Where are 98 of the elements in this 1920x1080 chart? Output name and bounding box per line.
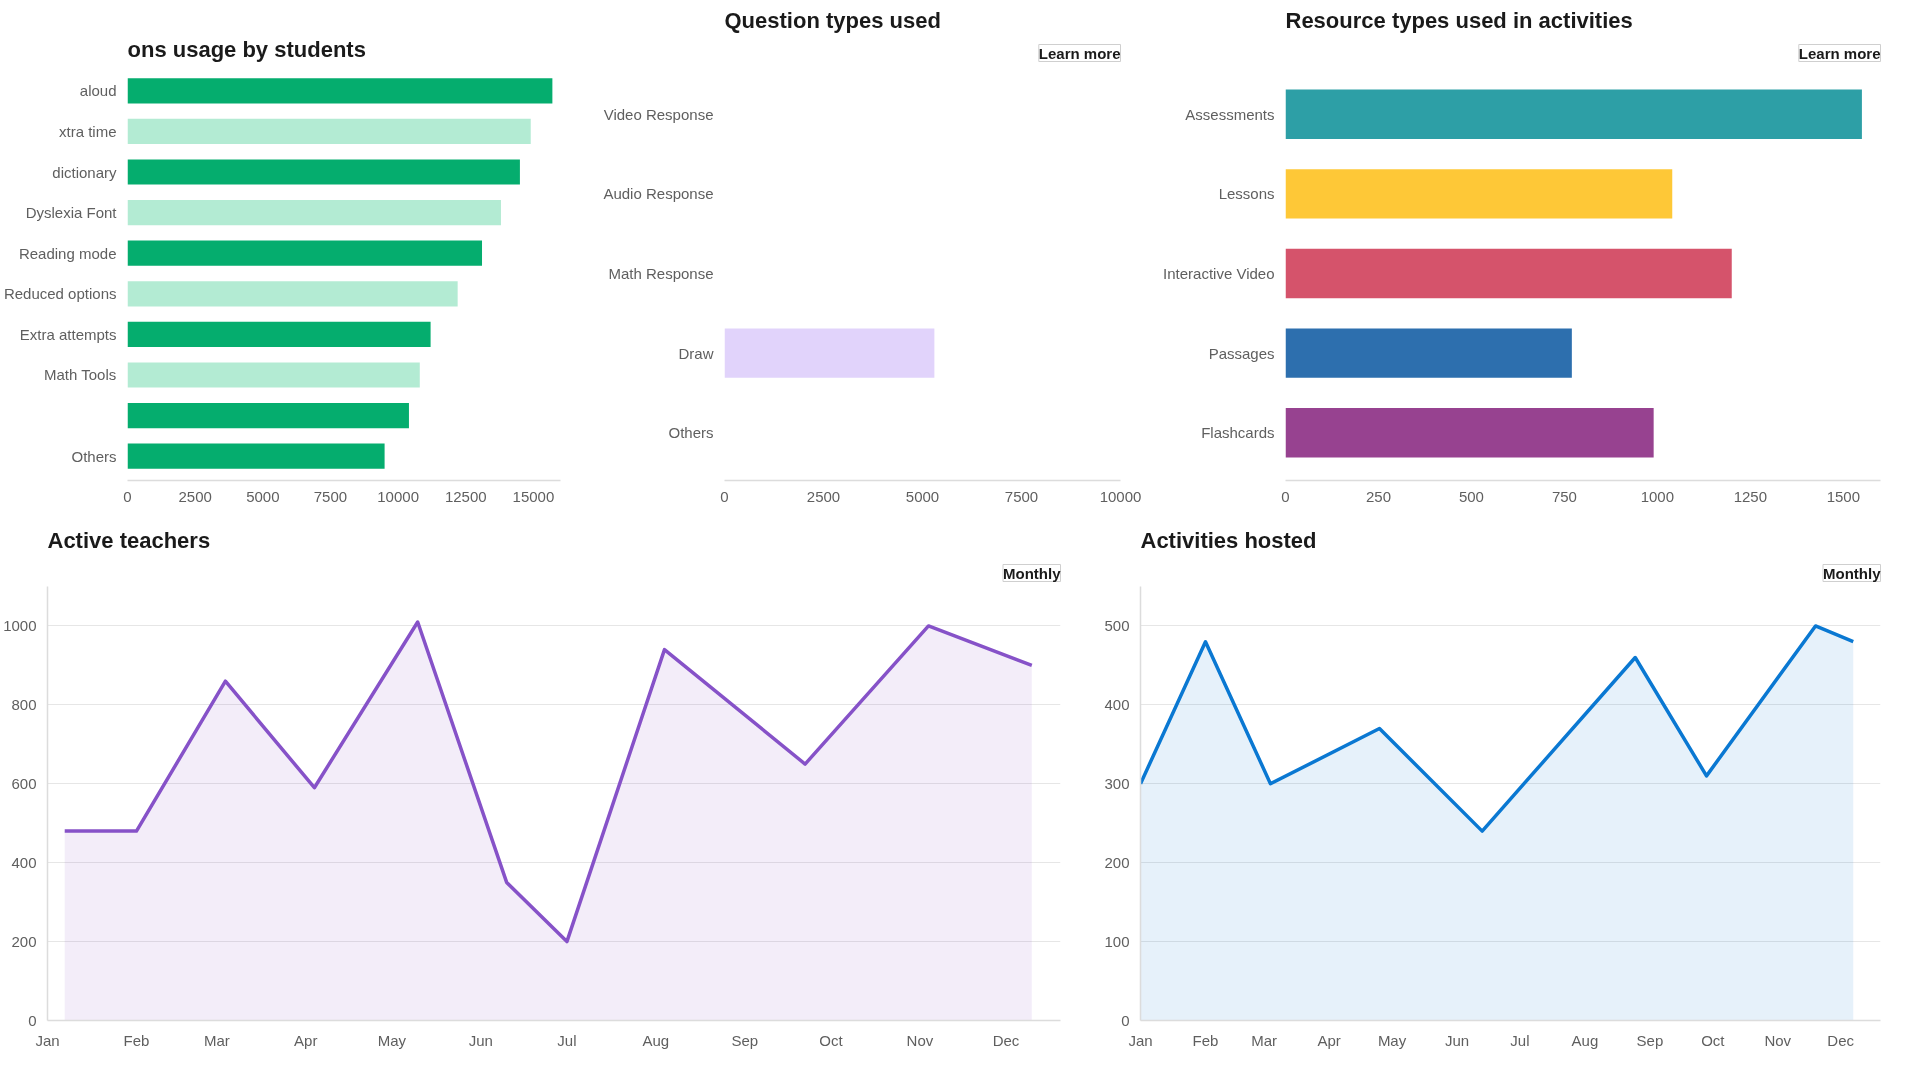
bar xyxy=(127,321,431,347)
x-tick-label: 10000 xyxy=(377,487,419,505)
x-tick-label: Apr xyxy=(1317,1031,1341,1049)
x-tick-label: Aug xyxy=(1571,1031,1599,1049)
x-tick-label: 5000 xyxy=(905,487,940,505)
x-tick-label: 5000 xyxy=(246,487,280,505)
chart-title: Resource types used in activities xyxy=(1285,7,1633,33)
text: Monthly xyxy=(1823,564,1882,582)
x-tick-label: Nov xyxy=(1764,1031,1792,1049)
bar xyxy=(127,362,420,388)
x-tick-label: 250 xyxy=(1365,487,1391,505)
y-tick-label: 1000 xyxy=(3,616,37,634)
y-tick-label: Draw xyxy=(678,344,714,362)
y-tick-label: Reduced options xyxy=(3,285,117,303)
bar xyxy=(127,78,553,104)
x-tick-label: 0 xyxy=(123,487,132,505)
y-tick-label: Assessments xyxy=(1185,105,1275,123)
x-tick-label: Apr xyxy=(294,1031,318,1049)
text: Learn more xyxy=(1798,44,1881,62)
bar xyxy=(127,443,385,469)
y-tick-label: Lessons xyxy=(1218,185,1275,203)
x-tick-label: 500 xyxy=(1458,487,1484,505)
x-tick-label: Dec xyxy=(992,1031,1020,1049)
x-tick-label: May xyxy=(1377,1031,1407,1049)
y-tick-label: 400 xyxy=(1104,695,1130,713)
bar xyxy=(1285,89,1862,139)
x-tick-label: 0 xyxy=(1281,487,1290,505)
x-tick-label: Oct xyxy=(819,1031,844,1049)
x-tick-label: 7500 xyxy=(1004,487,1039,505)
y-tick-label: Extra attempts xyxy=(19,325,117,343)
bar xyxy=(127,402,409,429)
x-tick-label: Jan xyxy=(35,1031,60,1049)
y-tick-label: Audio Response xyxy=(603,185,714,203)
bar xyxy=(1285,408,1654,458)
y-tick-label: 0 xyxy=(1121,1011,1130,1029)
x-tick-label: 0 xyxy=(720,487,729,505)
y-tick-label: Interactive Video xyxy=(1163,265,1275,282)
y-tick-label: 100 xyxy=(1104,932,1130,950)
x-tick-label: Sep xyxy=(1636,1031,1664,1049)
chart-title: ons usage by students xyxy=(127,36,366,62)
y-tick-label: 600 xyxy=(11,774,37,792)
x-tick-label: Mar xyxy=(203,1031,230,1049)
bar xyxy=(1285,169,1673,219)
x-tick-label: May xyxy=(377,1031,407,1049)
x-tick-label: Feb xyxy=(123,1031,150,1049)
y-tick-label: 300 xyxy=(1104,774,1130,792)
y-tick-label: 400 xyxy=(11,853,37,871)
y-tick-label: 200 xyxy=(1104,853,1130,871)
text: Monthly xyxy=(1003,564,1062,582)
bar xyxy=(127,118,531,145)
bar xyxy=(1285,328,1572,378)
y-tick-label: 500 xyxy=(1104,616,1130,634)
y-tick-label: Others xyxy=(668,424,714,442)
x-tick-label: 750 xyxy=(1551,487,1577,505)
y-tick-label: Reading mode xyxy=(18,244,117,262)
x-tick-label: Jun xyxy=(468,1031,493,1049)
y-tick-label: Dyslexia Font xyxy=(25,204,118,222)
bar xyxy=(127,159,520,185)
x-tick-label: 1000 xyxy=(1640,487,1675,505)
x-tick-label: 12500 xyxy=(444,487,487,505)
x-tick-label: Feb xyxy=(1192,1031,1219,1049)
y-tick-label: Math Response xyxy=(608,265,714,282)
y-tick-label: aloud xyxy=(79,82,117,100)
x-tick-label: Dec xyxy=(1827,1031,1855,1049)
y-tick-label: 0 xyxy=(28,1011,37,1029)
x-tick-label: Oct xyxy=(1701,1031,1726,1049)
bar xyxy=(1285,248,1732,299)
y-tick-label: 800 xyxy=(11,695,37,713)
bar xyxy=(127,281,458,307)
bar xyxy=(127,240,483,266)
x-tick-label: 2500 xyxy=(178,487,212,505)
x-tick-label: Mar xyxy=(1251,1031,1278,1049)
x-tick-label: Aug xyxy=(642,1031,670,1049)
y-tick-label: Video Response xyxy=(603,105,714,123)
x-tick-label: 2500 xyxy=(806,487,841,505)
y-tick-label: 200 xyxy=(11,932,37,950)
x-tick-label: 15000 xyxy=(512,487,555,505)
chart-title: Question types used xyxy=(724,7,941,33)
x-tick-label: Jun xyxy=(1444,1031,1470,1049)
y-tick-label: Flashcards xyxy=(1201,424,1275,442)
chart-title: Active teachers xyxy=(47,527,211,553)
text: Learn more xyxy=(1038,44,1121,62)
x-tick-label: Jul xyxy=(557,1031,577,1049)
x-tick-label: Jan xyxy=(1128,1031,1153,1049)
x-tick-label: Sep xyxy=(731,1031,759,1049)
x-tick-label: 1500 xyxy=(1826,487,1860,505)
y-tick-label: Others xyxy=(71,447,117,465)
chart-title: Activities hosted xyxy=(1140,527,1317,553)
y-tick-label: Math Tools xyxy=(43,366,117,384)
y-tick-label: dictionary xyxy=(52,163,117,181)
y-tick-label: Passages xyxy=(1208,344,1275,362)
x-tick-label: Jul xyxy=(1510,1031,1530,1049)
x-tick-label: 1250 xyxy=(1733,487,1768,505)
x-tick-label: 10000 xyxy=(1099,487,1142,505)
x-tick-label: 7500 xyxy=(313,487,348,505)
y-tick-label: xtra time xyxy=(58,122,117,140)
bar xyxy=(127,200,501,226)
x-tick-label: Nov xyxy=(906,1031,934,1049)
